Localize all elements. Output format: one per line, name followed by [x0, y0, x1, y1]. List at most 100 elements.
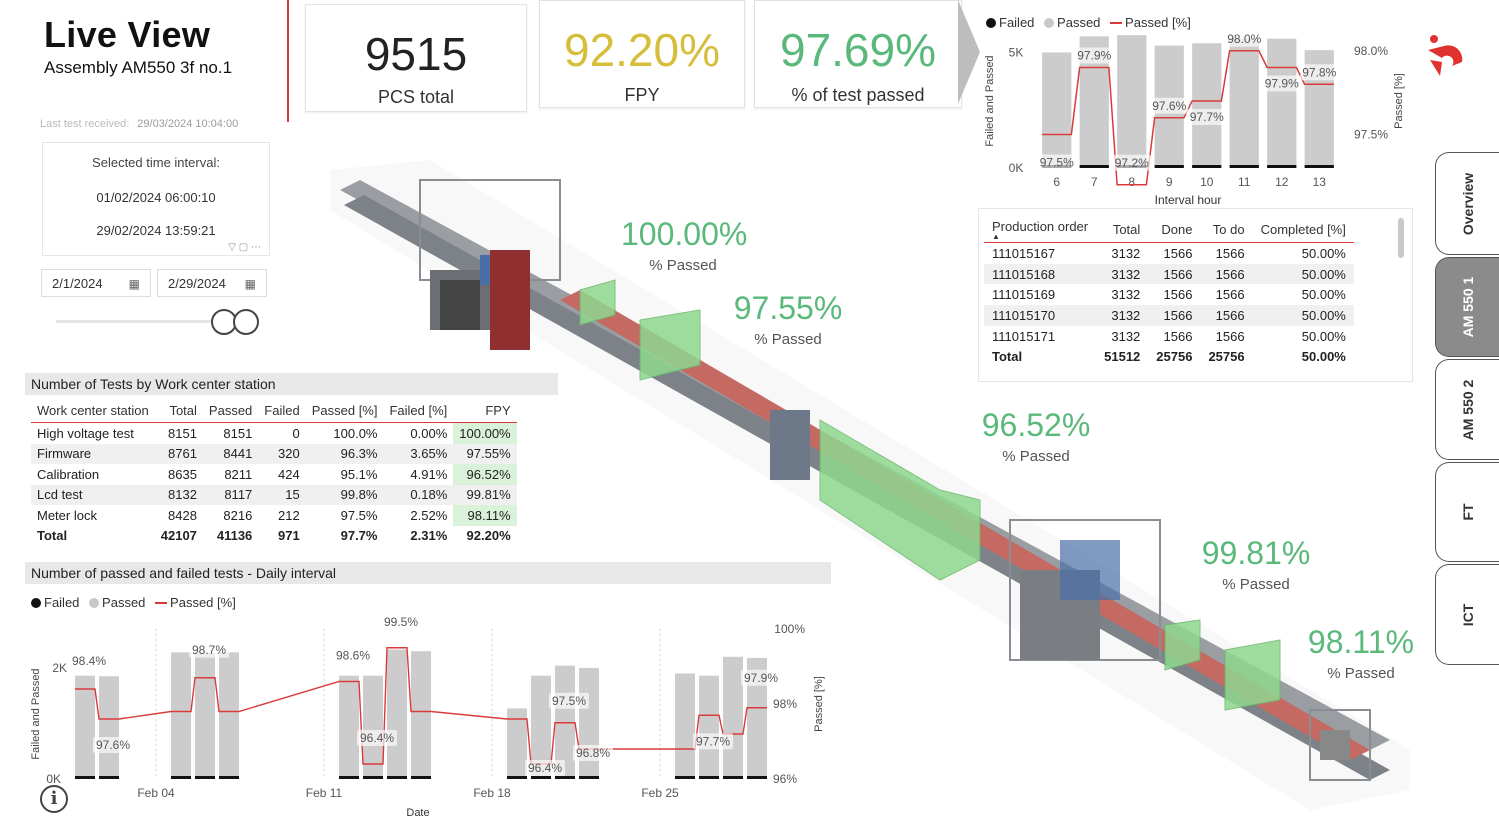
data-label-bg	[1112, 154, 1151, 171]
kpi-value: 92.20%	[563, 24, 720, 76]
station-firmware: 97.55% % Passed	[730, 290, 846, 348]
hourly-chart[interactable]: 0K 5K Failed and Passed 98.0% 97.5% Passed [%…	[980, 34, 1410, 210]
data-label-bg	[525, 760, 565, 776]
calendar-icon[interactable]: ▦	[128, 277, 140, 291]
slider-handle-start[interactable]	[211, 309, 237, 335]
bar-passed	[1117, 35, 1147, 168]
col-header[interactable]: Completed [%]	[1260, 221, 1346, 237]
tab-label: FT	[1459, 503, 1476, 521]
kpi-value: 9515	[364, 28, 468, 80]
col-header[interactable]: Failed	[264, 402, 300, 418]
tab-am550-2[interactable]: AM 550 2	[1435, 359, 1499, 460]
table-row[interactable]: 111015171 3132 1566 1566 50.00%	[984, 326, 1354, 347]
bar-passed	[1042, 52, 1072, 168]
cell: 1566	[1215, 287, 1245, 303]
bar-passed	[99, 676, 119, 779]
tab-ft[interactable]: FT	[1435, 462, 1499, 562]
col-header[interactable]: Passed [%]	[311, 402, 378, 418]
cell: 97.5%	[340, 507, 378, 523]
table-row[interactable]: Lcd test 8132 8117 15 99.8% 0.18% 99.81%	[31, 484, 517, 505]
x-tick-label: 8	[1128, 175, 1135, 189]
tab-ict[interactable]: ICT	[1435, 564, 1499, 665]
cell: 96.3%	[305, 443, 384, 464]
table-row[interactable]: High voltage test 8151 8151 0 100.0% 0.00% 100…	[31, 422, 517, 444]
table-total-row: Total 51512 25756 25756 50.00%	[984, 346, 1354, 367]
cell: 1566	[1200, 263, 1253, 285]
bar-passed	[195, 652, 215, 779]
col-header[interactable]: Failed [%]	[389, 402, 448, 418]
cell: 8216	[223, 507, 253, 523]
cell: 212	[278, 507, 300, 523]
tab-overview[interactable]: Overview	[1435, 152, 1499, 255]
date-start-input[interactable]: 2/1/2024 ▦	[41, 269, 151, 297]
station-passed-label: % Passed	[754, 331, 822, 348]
cell: 111015167	[992, 245, 1056, 261]
bar-passed	[219, 652, 239, 779]
sort-asc-icon[interactable]: ▲	[992, 231, 1000, 241]
table-row[interactable]: 111015170 3132 1566 1566 50.00%	[984, 305, 1354, 326]
visual-options-icon[interactable]: ▽ ▢ ⋯	[228, 242, 261, 253]
table-row[interactable]: 111015167 3132 1566 1566 50.00%	[984, 243, 1354, 264]
table-total-row: Total 42107 41136 971 97.7% 2.31% 92.20%	[31, 525, 517, 546]
x-axis-label: Date	[406, 807, 429, 819]
cell: 95.1%	[340, 466, 378, 482]
bar-passed	[363, 675, 383, 779]
po-table-scrollbar[interactable]	[1398, 218, 1404, 258]
tab-am550-1[interactable]: AM 550 1	[1435, 257, 1499, 357]
bar-passed	[171, 652, 191, 779]
kpi-card-fpy: 92.20% FPY	[539, 0, 745, 108]
cell: 8211	[224, 466, 253, 482]
table-row[interactable]: 111015169 3132 1566 1566 50.00%	[984, 284, 1354, 305]
last-test-received: Last test received: 29/03/2024 10:04:00	[40, 118, 238, 130]
cell: 8761	[154, 443, 203, 464]
station-passed-value: 97.55%	[733, 290, 843, 326]
table-row[interactable]: 111015168 3132 1566 1566 50.00%	[984, 263, 1354, 285]
cell: 1566	[1148, 305, 1201, 326]
data-label: 97.2%	[1115, 156, 1149, 170]
bar-failed	[747, 776, 767, 779]
info-icon[interactable]: i	[40, 785, 68, 813]
data-label-bg	[93, 737, 133, 753]
col-header[interactable]: Done	[1161, 221, 1193, 237]
bar-passed	[1229, 38, 1259, 168]
cell: 8635	[168, 466, 197, 482]
col-header[interactable]: FPY	[485, 402, 511, 418]
data-label-bg	[1037, 154, 1076, 171]
date-range-slider[interactable]	[56, 320, 248, 323]
drill-arrow-icon[interactable]	[958, 0, 980, 104]
calendar-icon[interactable]: ▦	[244, 277, 256, 291]
col-header[interactable]: Work center station	[37, 402, 149, 418]
table-row[interactable]: Firmware 8761 8441 320 96.3% 3.65% 97.55%	[31, 443, 517, 464]
daily-chart[interactable]: Feb 04 Feb 11 Feb 18 Feb 25 0K 2K Failed and P…	[25, 615, 825, 823]
station-calibration: 96.52% % Passed	[978, 407, 1094, 465]
cell: 41136	[202, 525, 259, 546]
table-row[interactable]: Calibration 8635 8211 424 95.1% 4.91% 96.52%	[31, 464, 517, 485]
col-header[interactable]: To do	[1212, 221, 1245, 237]
col-header[interactable]: Production order ▲	[984, 216, 1096, 243]
legend-failed-label: Failed	[44, 595, 80, 610]
y-axis-label: Failed and Passed	[984, 55, 996, 146]
cell: 1566	[1200, 305, 1253, 326]
bar-passed	[411, 651, 431, 779]
col-header[interactable]: Total	[1112, 221, 1141, 237]
tab-label: AM 550 2	[1459, 379, 1476, 440]
data-label-bg	[1262, 75, 1301, 92]
bar-failed	[1229, 165, 1259, 168]
cell: 1566	[1163, 328, 1193, 344]
cell: 92.20%	[453, 525, 517, 546]
tab-label: AM 550 1	[1459, 276, 1476, 338]
legend-passed-swatch	[1044, 18, 1055, 28]
col-header[interactable]: Total	[169, 402, 197, 418]
cell: 8151	[223, 425, 253, 441]
y2-tick-label: 100%	[774, 622, 805, 636]
cell: 97.7%	[305, 525, 384, 546]
date-end-input[interactable]: 2/29/2024 ▦	[157, 269, 267, 297]
table-row[interactable]: Meter lock 8428 8216 212 97.5% 2.52% 98.11%	[31, 505, 517, 526]
data-label: 96.8%	[576, 746, 610, 760]
cell: 25756	[1156, 349, 1193, 365]
cell: 99.81%	[453, 484, 517, 505]
cell: 51512	[1104, 349, 1141, 365]
slider-handle-end[interactable]	[233, 309, 259, 335]
col-header[interactable]: Passed	[208, 402, 253, 418]
cell: 2.31%	[383, 525, 454, 546]
